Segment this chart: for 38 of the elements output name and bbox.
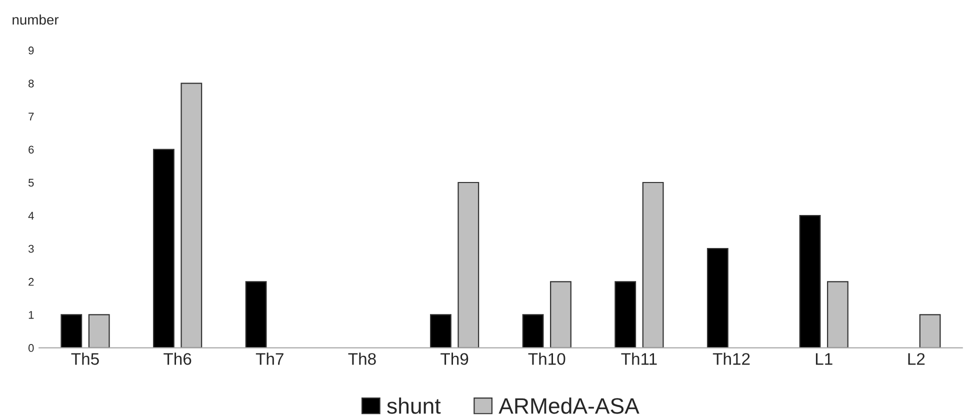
- bar: [522, 314, 544, 348]
- bar: [60, 314, 82, 348]
- bar: [706, 248, 728, 348]
- x-tick-label: Th8: [348, 352, 376, 365]
- x-tick-label: Th10: [528, 352, 566, 365]
- bar: [826, 281, 848, 348]
- y-tick-label: 7: [28, 112, 34, 120]
- bar: [799, 214, 821, 348]
- bar: [642, 182, 664, 348]
- y-tick-label: 6: [28, 146, 34, 154]
- x-tick-label: L1: [816, 353, 832, 365]
- bar: [458, 182, 480, 348]
- x-tick-label: Th5: [71, 352, 99, 365]
- y-tick-label: 3: [28, 244, 34, 253]
- bar: [245, 281, 267, 348]
- bar: [614, 281, 636, 348]
- x-tick-label: Th7: [256, 352, 284, 365]
- y-tick-label: 9: [28, 46, 34, 54]
- y-axis-title: number: [12, 14, 59, 25]
- y-tick-label: 4: [28, 212, 34, 220]
- legend-label: shunt: [387, 398, 441, 414]
- x-tick-label: Th9: [440, 352, 468, 365]
- x-tick-label: Th12: [712, 352, 750, 365]
- y-tick-label: 2: [28, 278, 34, 286]
- x-tick-label: Th6: [164, 352, 192, 365]
- legend-label: ARMedA-ASA: [498, 398, 640, 414]
- y-tick-label: 5: [28, 178, 34, 187]
- y-tick-label: 1: [28, 311, 34, 319]
- y-tick-label: 0: [28, 344, 34, 352]
- x-tick-label: Th11: [621, 352, 657, 365]
- y-tick-label: 8: [28, 80, 34, 88]
- bar: [550, 281, 572, 348]
- bar: [88, 314, 110, 348]
- bar: [919, 314, 941, 348]
- bar: [430, 314, 452, 348]
- bar: [153, 148, 174, 348]
- x-tick-label: L2: [908, 353, 925, 365]
- bar: [180, 82, 202, 348]
